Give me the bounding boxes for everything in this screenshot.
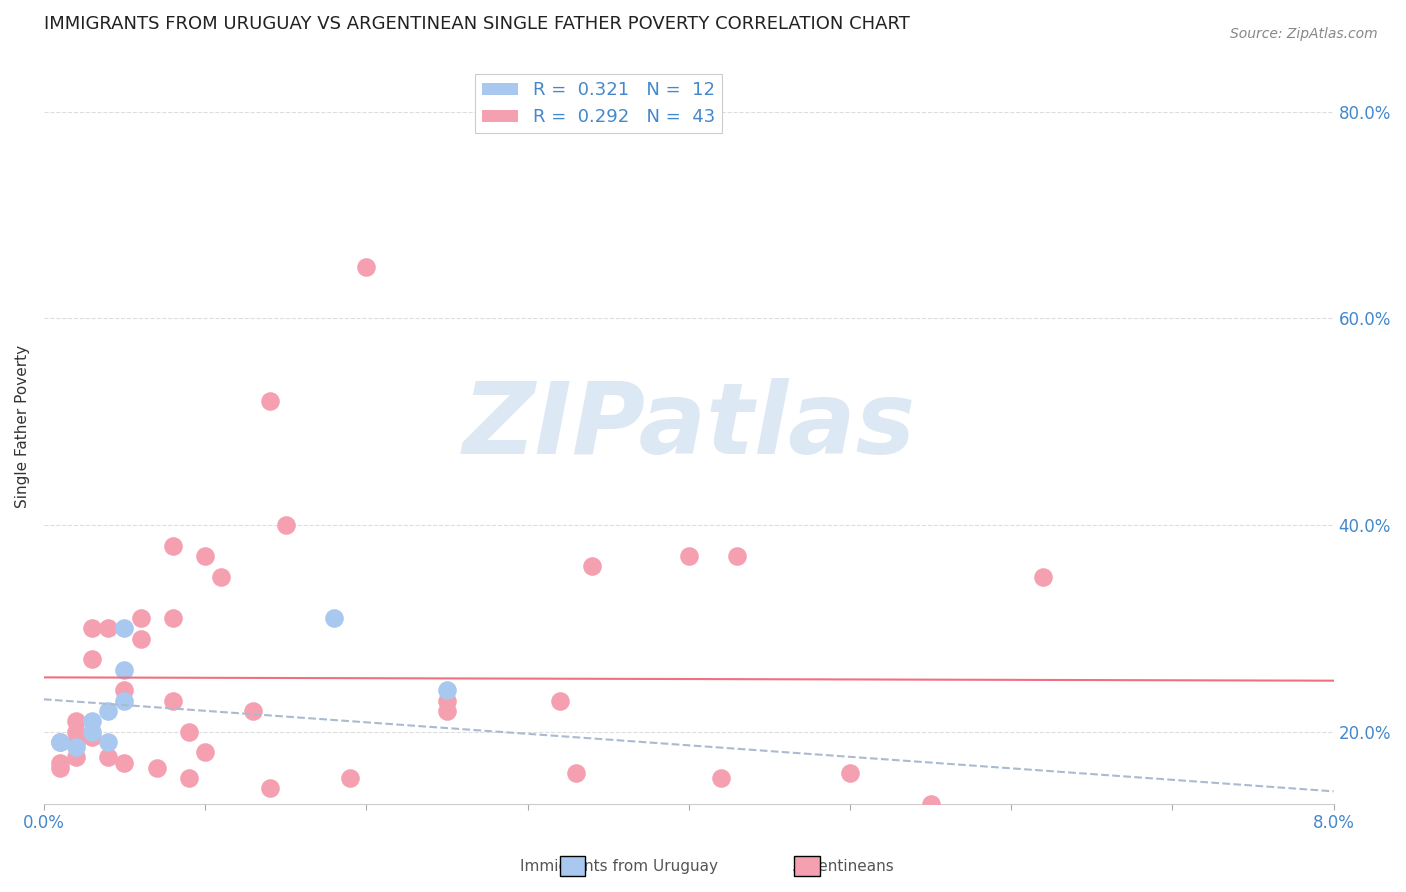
Point	[259, 781, 281, 796]
Point	[581, 559, 603, 574]
Point	[436, 694, 458, 708]
Point	[82, 652, 104, 666]
Point	[194, 549, 217, 563]
Point	[65, 724, 87, 739]
Text: IMMIGRANTS FROM URUGUAY VS ARGENTINEAN SINGLE FATHER POVERTY CORRELATION CHART: IMMIGRANTS FROM URUGUAY VS ARGENTINEAN S…	[44, 15, 910, 33]
Point	[548, 694, 571, 708]
Point	[65, 740, 87, 755]
Point	[209, 570, 232, 584]
Point	[97, 750, 120, 764]
Point	[49, 735, 72, 749]
Point	[97, 621, 120, 635]
Point	[274, 518, 297, 533]
Point	[339, 771, 361, 785]
Point	[710, 771, 733, 785]
Point	[1226, 813, 1249, 827]
Point	[259, 394, 281, 409]
Point	[114, 663, 136, 677]
Point	[97, 735, 120, 749]
Point	[145, 761, 167, 775]
Point	[242, 704, 264, 718]
Point	[436, 683, 458, 698]
Point	[49, 756, 72, 770]
Text: Immigrants from Uruguay: Immigrants from Uruguay	[520, 859, 717, 874]
Point	[114, 683, 136, 698]
Point	[323, 611, 346, 625]
Point	[65, 735, 87, 749]
Text: ZIPatlas: ZIPatlas	[463, 378, 915, 475]
Point	[1032, 570, 1054, 584]
Point	[82, 730, 104, 744]
Point	[839, 766, 862, 780]
Point	[725, 549, 748, 563]
Legend: R =  0.321   N =  12, R =  0.292   N =  43: R = 0.321 N = 12, R = 0.292 N = 43	[475, 74, 723, 134]
Point	[114, 694, 136, 708]
Point	[65, 714, 87, 729]
Point	[82, 724, 104, 739]
Point	[194, 745, 217, 759]
Point	[436, 704, 458, 718]
Point	[356, 260, 378, 274]
Y-axis label: Single Father Poverty: Single Father Poverty	[15, 345, 30, 508]
Point	[97, 704, 120, 718]
Point	[162, 539, 184, 553]
Text: Source: ZipAtlas.com: Source: ZipAtlas.com	[1230, 27, 1378, 41]
Point	[920, 797, 942, 811]
Point	[114, 621, 136, 635]
Point	[82, 714, 104, 729]
Point	[177, 771, 200, 785]
Point	[65, 750, 87, 764]
Point	[162, 694, 184, 708]
Point	[565, 766, 588, 780]
Point	[678, 549, 700, 563]
Point	[114, 756, 136, 770]
Point	[82, 621, 104, 635]
Point	[49, 761, 72, 775]
Point	[129, 632, 152, 646]
Point	[177, 724, 200, 739]
Text: Argentineans: Argentineans	[793, 859, 894, 874]
Point	[162, 611, 184, 625]
Point	[645, 813, 668, 827]
Point	[129, 611, 152, 625]
Point	[49, 735, 72, 749]
